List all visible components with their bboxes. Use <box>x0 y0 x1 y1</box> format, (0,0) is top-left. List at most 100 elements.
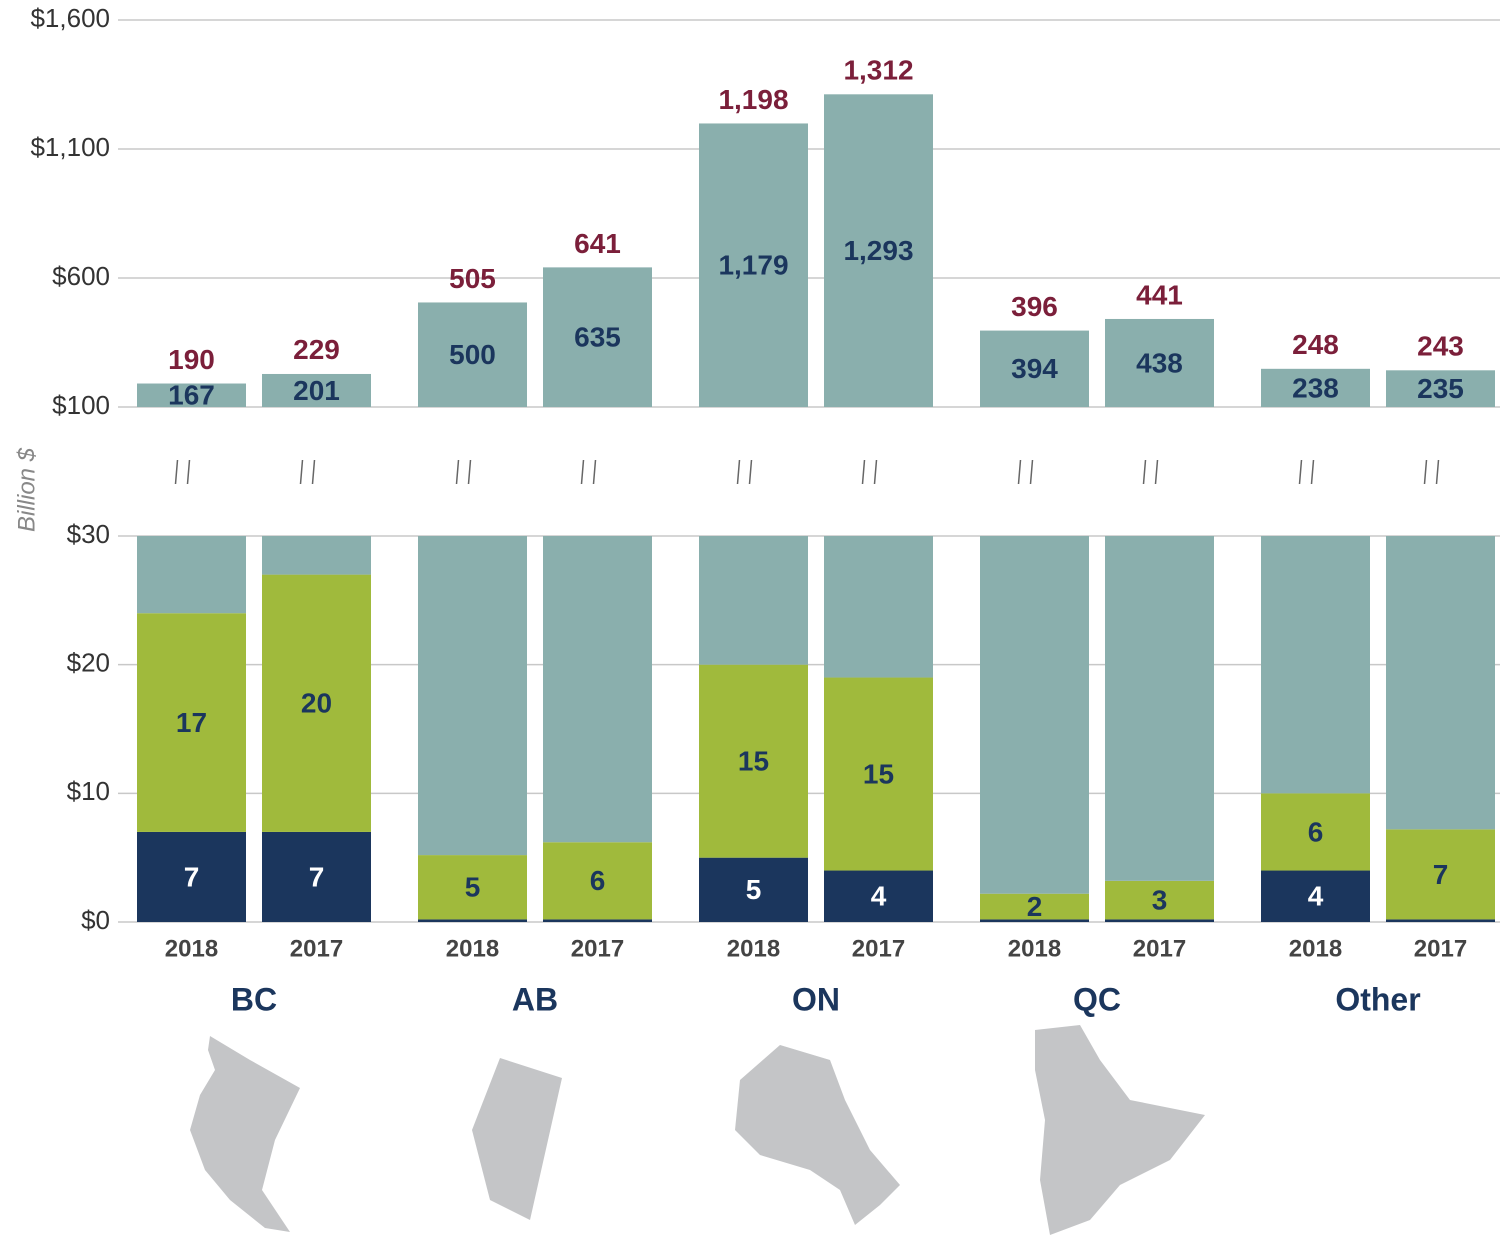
x-tick-label: 2018 <box>727 935 780 962</box>
bar-segment <box>980 919 1089 922</box>
y-tick-label: $20 <box>67 648 110 678</box>
bar-segment <box>137 383 246 407</box>
total-label: 505 <box>449 263 496 294</box>
value-label: 1,179 <box>718 250 788 281</box>
bar-segment <box>1261 536 1370 794</box>
bar-segment <box>699 857 808 922</box>
bar-segment <box>824 536 933 678</box>
value-label: 2 <box>1027 891 1043 922</box>
value-label: 201 <box>293 375 340 406</box>
region-maps <box>190 1025 1205 1235</box>
bar-segment <box>1261 368 1370 407</box>
map-qc <box>1035 1025 1205 1235</box>
total-label: 396 <box>1011 291 1058 322</box>
value-label: 7 <box>309 861 325 892</box>
axis-break <box>174 459 179 485</box>
bar-segment <box>262 831 371 922</box>
bar-segment <box>1261 793 1370 871</box>
value-label: 438 <box>1136 347 1183 378</box>
total-label: 441 <box>1136 279 1183 310</box>
bar-segment <box>1386 370 1495 407</box>
value-label: 1,293 <box>843 235 913 266</box>
value-label: 6 <box>1308 816 1324 847</box>
y-axis-title: Billion $ <box>13 447 40 532</box>
value-label: 3 <box>1152 885 1168 916</box>
value-label: 15 <box>863 758 894 789</box>
map-ab <box>472 1058 562 1220</box>
value-label: 235 <box>1417 373 1464 404</box>
y-tick-label: $100 <box>52 390 110 420</box>
axis-break <box>1435 459 1440 485</box>
axis-break <box>1298 459 1303 485</box>
bar-segment <box>1261 870 1370 922</box>
bar-segment <box>824 870 933 922</box>
axis-break <box>580 459 585 485</box>
axis-break <box>1017 459 1022 485</box>
x-tick-label: 2018 <box>446 935 499 962</box>
y-tick-label: $30 <box>67 519 110 549</box>
total-label: 1,198 <box>718 84 788 115</box>
x-tick-label: 2017 <box>571 935 624 962</box>
value-label: 6 <box>590 865 606 896</box>
group-label: BC <box>231 981 277 1017</box>
value-label: 7 <box>184 861 200 892</box>
axis-break <box>736 459 741 485</box>
axis-break <box>592 459 597 485</box>
bar-segment <box>699 664 808 858</box>
bar-segment <box>418 536 527 856</box>
y-tick-label: $600 <box>52 261 110 291</box>
axis-break <box>748 459 753 485</box>
value-label: 7 <box>1433 859 1449 890</box>
total-label: 641 <box>574 228 621 259</box>
axis-break <box>1029 459 1034 485</box>
axis-break <box>455 459 460 485</box>
bar-segment <box>543 536 652 843</box>
x-tick-label: 2017 <box>290 935 343 962</box>
value-label: 15 <box>738 746 769 777</box>
bar-segment <box>699 536 808 665</box>
group-label: ON <box>792 981 840 1017</box>
bar-segment <box>137 613 246 832</box>
axis-break <box>186 459 191 485</box>
bar-segment <box>980 330 1089 407</box>
bar-segment <box>262 574 371 832</box>
map-bc <box>190 1036 300 1232</box>
value-label: 5 <box>746 874 762 905</box>
total-label: 248 <box>1292 329 1339 360</box>
total-label: 243 <box>1417 330 1464 361</box>
bar-segment <box>418 855 527 920</box>
group-label: AB <box>512 981 558 1017</box>
map-on <box>735 1045 900 1225</box>
bar-segment <box>1105 919 1214 922</box>
value-label: 635 <box>574 322 621 353</box>
value-label: 5 <box>465 872 481 903</box>
value-label: 4 <box>1308 881 1324 912</box>
bar-segment <box>1386 919 1495 922</box>
bar-segment <box>1386 829 1495 920</box>
total-label: 229 <box>293 334 340 365</box>
x-tick-label: 2017 <box>852 935 905 962</box>
bar-segment <box>137 536 246 614</box>
bar-segment <box>418 302 527 407</box>
total-label: 190 <box>168 344 215 375</box>
bar-segment <box>1105 536 1214 881</box>
y-tick-label: $1,600 <box>30 3 110 33</box>
value-label: 238 <box>1292 372 1339 403</box>
axis-break <box>873 459 878 485</box>
axis-break <box>1310 459 1315 485</box>
x-tick-label: 2018 <box>1289 935 1342 962</box>
bar-segment <box>137 831 246 922</box>
bar-segment <box>980 536 1089 894</box>
bar-segment <box>699 123 808 407</box>
y-tick-label: $1,100 <box>30 132 110 162</box>
bar-segment <box>262 373 371 407</box>
y-tick-label: $0 <box>81 905 110 935</box>
axis-break <box>299 459 304 485</box>
axis-break <box>1142 459 1147 485</box>
bar-segment <box>1105 880 1214 920</box>
bar-segment <box>543 267 652 407</box>
value-label: 4 <box>871 881 887 912</box>
x-tick-label: 2017 <box>1133 935 1186 962</box>
bar-segment <box>1386 536 1495 830</box>
